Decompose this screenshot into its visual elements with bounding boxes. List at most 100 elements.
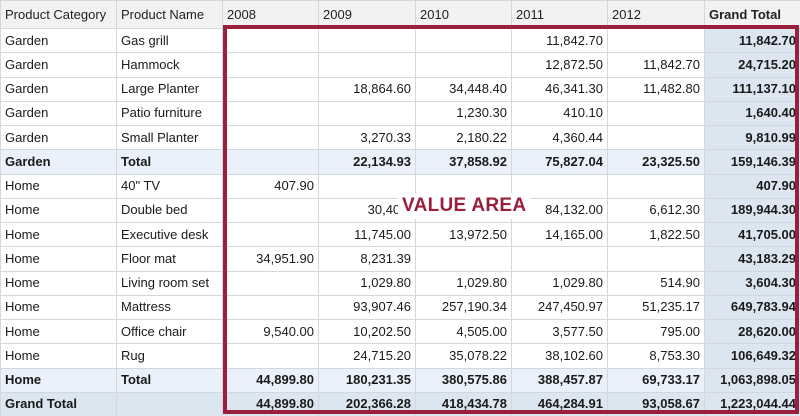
value-cell[interactable]	[222, 52, 319, 78]
product-name-cell[interactable]: Rug	[116, 343, 223, 369]
value-cell[interactable]	[222, 343, 319, 369]
category-cell[interactable]: Home	[0, 197, 117, 224]
product-name-cell[interactable]: Gas grill	[116, 27, 223, 54]
value-cell[interactable]: 93,058.67	[607, 391, 705, 416]
value-cell[interactable]	[318, 27, 416, 54]
value-cell[interactable]	[222, 76, 319, 102]
product-name-cell[interactable]: Office chair	[116, 318, 223, 345]
product-name-cell[interactable]: Large Planter	[116, 76, 223, 102]
grand-total-cell[interactable]: 1,223,044.44	[704, 391, 800, 416]
value-cell[interactable]	[511, 246, 608, 272]
grand-total-cell[interactable]: 11,842.70	[704, 27, 800, 54]
value-cell[interactable]: 1,029.80	[511, 270, 608, 296]
value-cell[interactable]: 8,231.39	[318, 246, 416, 272]
value-cell[interactable]	[222, 294, 319, 321]
product-name-cell[interactable]: Executive desk	[116, 221, 223, 248]
value-cell[interactable]: 8,753.30	[607, 343, 705, 369]
product-name-cell[interactable]: Floor mat	[116, 246, 223, 272]
value-cell[interactable]: 1,822.50	[607, 221, 705, 248]
value-cell[interactable]: 34,951.90	[222, 246, 319, 272]
value-cell[interactable]: 3,270.33	[318, 124, 416, 151]
value-cell[interactable]: 247,450.97	[511, 294, 608, 321]
value-cell[interactable]: 23,325.50	[607, 149, 705, 175]
category-cell[interactable]: Home	[0, 367, 117, 393]
value-cell[interactable]: 38,102.60	[511, 343, 608, 369]
grand-total-cell[interactable]: 189,944.30	[704, 197, 800, 224]
value-cell[interactable]: 1,230.30	[415, 100, 512, 127]
value-cell[interactable]: 11,482.80	[607, 76, 705, 102]
value-cell[interactable]	[607, 173, 705, 199]
grand-total-cell[interactable]: 41,705.00	[704, 221, 800, 248]
grand-total-cell[interactable]: 24,715.20	[704, 52, 800, 78]
value-cell[interactable]	[222, 197, 319, 224]
value-cell[interactable]	[222, 100, 319, 127]
header-grand-total[interactable]: Grand Total	[704, 0, 800, 29]
value-cell[interactable]: 418,434.78	[415, 391, 512, 416]
value-cell[interactable]: 22,134.93	[318, 149, 416, 175]
value-cell[interactable]	[222, 270, 319, 296]
value-cell[interactable]: 795.00	[607, 318, 705, 345]
value-cell[interactable]: 407.90	[222, 173, 319, 199]
value-cell[interactable]: 202,366.28	[318, 391, 416, 416]
product-name-cell[interactable]: Total	[116, 149, 223, 175]
grand-total-cell[interactable]: 106,649.32	[704, 343, 800, 369]
value-cell[interactable]	[222, 27, 319, 54]
value-cell[interactable]	[607, 124, 705, 151]
grand-total-cell[interactable]: 159,146.39	[704, 149, 800, 175]
value-cell[interactable]: 1,029.80	[318, 270, 416, 296]
value-cell[interactable]: 14,165.00	[511, 221, 608, 248]
value-cell[interactable]: 9,540.00	[222, 318, 319, 345]
category-cell[interactable]: Home	[0, 246, 117, 272]
value-cell[interactable]: 388,457.87	[511, 367, 608, 393]
value-cell[interactable]: 6,612.30	[607, 197, 705, 224]
value-cell[interactable]: 44,899.80	[222, 367, 319, 393]
value-cell[interactable]: 35,078.22	[415, 343, 512, 369]
category-cell[interactable]: Home	[0, 270, 117, 296]
product-name-cell[interactable]: Mattress	[116, 294, 223, 321]
value-cell[interactable]: 3,577.50	[511, 318, 608, 345]
header-product-category[interactable]: Product Category	[0, 0, 117, 29]
header-year-2010[interactable]: 2010	[415, 0, 512, 29]
value-cell[interactable]	[222, 221, 319, 248]
header-year-2012[interactable]: 2012	[607, 0, 705, 29]
value-cell[interactable]: 75,827.04	[511, 149, 608, 175]
category-cell[interactable]: Garden	[0, 124, 117, 151]
value-cell[interactable]	[607, 27, 705, 54]
category-cell[interactable]: Garden	[0, 76, 117, 102]
grand-total-cell[interactable]: 649,783.94	[704, 294, 800, 321]
value-cell[interactable]: 514.90	[607, 270, 705, 296]
value-cell[interactable]: 34,448.40	[415, 76, 512, 102]
value-cell[interactable]: 4,360.44	[511, 124, 608, 151]
product-name-cell[interactable]: 40" TV	[116, 173, 223, 199]
value-cell[interactable]: 257,190.34	[415, 294, 512, 321]
value-cell[interactable]: 51,235.17	[607, 294, 705, 321]
category-cell[interactable]: Garden	[0, 100, 117, 127]
value-cell[interactable]: 18,864.60	[318, 76, 416, 102]
product-name-cell[interactable]	[116, 391, 223, 416]
value-cell[interactable]: 12,872.50	[511, 52, 608, 78]
category-cell[interactable]: Garden	[0, 27, 117, 54]
grand-total-cell[interactable]: 1,640.40	[704, 100, 800, 127]
grand-total-cell[interactable]: 9,810.99	[704, 124, 800, 151]
product-name-cell[interactable]: Double bed	[116, 197, 223, 224]
value-cell[interactable]: 37,858.92	[415, 149, 512, 175]
value-cell[interactable]: 180,231.35	[318, 367, 416, 393]
category-cell[interactable]: Home	[0, 173, 117, 199]
value-cell[interactable]	[415, 27, 512, 54]
value-cell[interactable]: 46,341.30	[511, 76, 608, 102]
category-cell[interactable]: Home	[0, 318, 117, 345]
value-cell[interactable]: 4,505.00	[415, 318, 512, 345]
value-cell[interactable]: 380,575.86	[415, 367, 512, 393]
header-year-2009[interactable]: 2009	[318, 0, 416, 29]
value-cell[interactable]: 93,907.46	[318, 294, 416, 321]
grand-total-cell[interactable]: 43,183.29	[704, 246, 800, 272]
header-year-2008[interactable]: 2008	[222, 0, 319, 29]
value-cell[interactable]: 464,284.91	[511, 391, 608, 416]
value-cell[interactable]: 24,715.20	[318, 343, 416, 369]
category-cell[interactable]: Garden	[0, 149, 117, 175]
value-cell[interactable]	[222, 124, 319, 151]
header-product-name[interactable]: Product Name	[116, 0, 223, 29]
value-cell[interactable]	[607, 246, 705, 272]
value-cell[interactable]: 11,745.00	[318, 221, 416, 248]
value-cell[interactable]: 10,202.50	[318, 318, 416, 345]
